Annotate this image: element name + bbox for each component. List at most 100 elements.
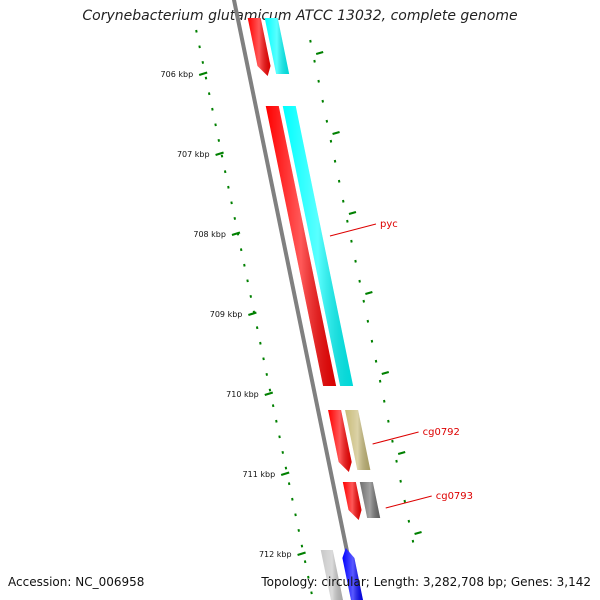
ruler-outer-tick bbox=[391, 439, 394, 443]
ruler-minor-tick bbox=[307, 575, 310, 579]
ruler-outer-major-tick bbox=[381, 370, 390, 376]
ruler-outer-tick bbox=[317, 79, 320, 83]
ruler-minor-tick bbox=[259, 341, 262, 345]
ruler-major-tick bbox=[198, 71, 208, 77]
ruler-minor-tick bbox=[243, 263, 246, 267]
ruler-outer-tick bbox=[333, 159, 337, 163]
ruler-minor-tick bbox=[275, 419, 278, 423]
feature-track bbox=[247, 18, 381, 600]
ruler-minor-tick bbox=[211, 107, 214, 111]
ruler-major-tick bbox=[231, 231, 241, 237]
ruler-minor-tick bbox=[233, 217, 237, 220]
map-title: Corynebacterium glutamicum ATCC 13032, c… bbox=[82, 8, 518, 24]
gene-label: cg0793 bbox=[436, 491, 473, 502]
feature-bar-shading bbox=[264, 18, 290, 74]
feature-bar-shading bbox=[359, 482, 381, 518]
ruler-outer-tick bbox=[337, 179, 341, 183]
ruler-outer-tick bbox=[309, 39, 312, 43]
ruler-minor-tick bbox=[249, 295, 252, 298]
ruler-label: 709 kbp bbox=[210, 310, 243, 319]
ruler-minor-tick bbox=[246, 279, 249, 283]
ruler-label: 711 kbp bbox=[243, 470, 276, 479]
ruler-minor-tick bbox=[281, 451, 284, 454]
ruler-minor-tick bbox=[262, 357, 265, 361]
feature-bar-shading bbox=[320, 550, 344, 600]
ruler-minor-tick bbox=[303, 560, 307, 564]
gene-label-leader bbox=[329, 223, 377, 237]
feature-bar-shading bbox=[282, 106, 354, 386]
ruler-outer-tick bbox=[387, 419, 390, 423]
ruler-minor-tick bbox=[284, 466, 288, 470]
genome-summary-text: Topology: circular; Length: 3,282,708 bp… bbox=[261, 575, 591, 589]
ruler-minor-tick bbox=[227, 185, 230, 189]
ruler-minor-tick bbox=[294, 513, 297, 517]
ruler-outer-tick bbox=[350, 239, 353, 243]
ruler-outer-tick bbox=[399, 479, 402, 483]
ruler-outer-major-tick bbox=[397, 450, 406, 456]
ruler-outer-tick bbox=[383, 399, 386, 403]
ruler-outer-tick bbox=[321, 99, 324, 103]
feature-bar-shading bbox=[342, 482, 362, 520]
ruler: 706 kbp 707 kbp 708 kbp 709 kbp 710 kbp 711 k… bbox=[161, 29, 422, 595]
ruler-minor-tick bbox=[300, 544, 304, 548]
ruler-minor-tick bbox=[255, 326, 259, 330]
ruler-outer-major-tick bbox=[332, 130, 340, 136]
ruler-minor-tick bbox=[214, 123, 217, 127]
ruler-minor-tick bbox=[220, 154, 224, 158]
ruler-minor-tick bbox=[201, 61, 205, 64]
ruler-minor-tick bbox=[223, 170, 227, 174]
ruler-outer-tick bbox=[342, 199, 345, 203]
feature-bar-shading bbox=[328, 410, 352, 472]
ruler-minor-tick bbox=[265, 373, 268, 376]
ruler-outer-tick bbox=[362, 299, 365, 303]
ruler-minor-tick bbox=[291, 497, 294, 501]
ruler-label: 712 kbp bbox=[259, 550, 292, 559]
ruler-outer-tick bbox=[374, 359, 378, 363]
ruler-outer-tick bbox=[325, 119, 329, 123]
feature-bar-shading bbox=[345, 410, 371, 470]
backbone bbox=[231, 0, 360, 600]
gene-label: cg0792 bbox=[423, 427, 460, 438]
gene-label-leader bbox=[385, 495, 432, 509]
ruler-minor-tick bbox=[278, 435, 281, 439]
ruler-outer-tick bbox=[403, 499, 406, 503]
ruler-minor-tick bbox=[287, 482, 291, 486]
ruler-outer-major-tick bbox=[348, 210, 357, 216]
gene-labels: pyc cg0792 cg0793 bbox=[329, 219, 473, 509]
ruler-outer-tick bbox=[366, 319, 370, 323]
ruler-minor-tick bbox=[207, 92, 211, 96]
backbone-line bbox=[231, 0, 360, 600]
ruler-major-tick bbox=[215, 151, 224, 157]
ruler-outer-tick bbox=[358, 279, 361, 283]
ruler-outer-tick bbox=[313, 59, 316, 63]
ruler-outer-tick bbox=[378, 379, 382, 383]
accession-text: Accession: NC_006958 bbox=[8, 575, 145, 589]
ruler-major-tick bbox=[280, 471, 290, 477]
ruler-label: 708 kbp bbox=[193, 230, 226, 239]
ruler-outer-tick bbox=[395, 459, 398, 463]
ruler-outer-tick bbox=[329, 139, 333, 143]
feature-bar-shading bbox=[342, 548, 364, 600]
ruler-minor-tick bbox=[310, 591, 313, 595]
gene-label: pyc bbox=[380, 219, 398, 230]
feature-bar-shading bbox=[265, 106, 337, 386]
ruler-outer-tick bbox=[407, 519, 411, 523]
ruler-minor-tick bbox=[217, 139, 221, 142]
ruler-outer-tick bbox=[354, 259, 357, 263]
ruler-minor-tick bbox=[297, 529, 300, 532]
gene-label-leader bbox=[372, 431, 419, 445]
ruler-major-tick bbox=[264, 391, 274, 397]
ruler-minor-tick bbox=[195, 29, 198, 33]
ruler-outer-tick bbox=[411, 539, 415, 543]
ruler-minor-tick bbox=[198, 45, 201, 49]
ruler-minor-tick bbox=[239, 248, 243, 252]
ruler-outer-tick bbox=[346, 219, 349, 223]
ruler-major-tick bbox=[297, 551, 306, 557]
feature-bar-shading bbox=[247, 18, 271, 76]
ruler-outer-major-tick bbox=[365, 290, 373, 296]
ruler-major-tick bbox=[248, 311, 257, 317]
ruler-label: 707 kbp bbox=[177, 150, 210, 159]
ruler-outer-tick bbox=[370, 339, 374, 343]
ruler-outer-major-tick bbox=[315, 50, 324, 56]
